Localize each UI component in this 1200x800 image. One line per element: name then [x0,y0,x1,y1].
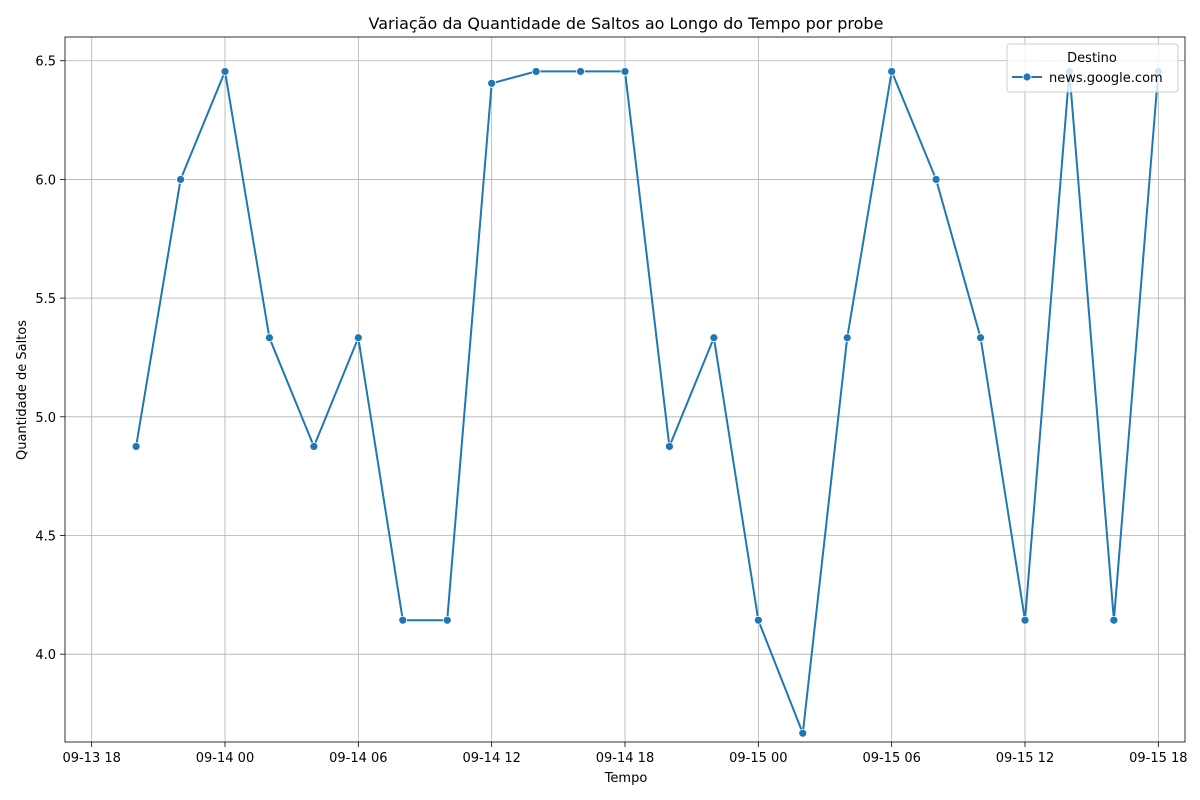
data-point [576,67,585,76]
data-point [220,67,230,76]
series-layer [131,67,1163,738]
data-point [176,175,185,184]
legend-series-label: news.google.com [1049,71,1163,86]
legend-swatch-marker [1022,72,1032,82]
data-point [265,333,274,343]
y-tick-label: 4.0 [35,648,56,663]
y-tick-label: 5.5 [35,292,56,307]
data-point [1020,615,1030,625]
data-point [665,442,674,451]
data-point [442,615,452,625]
series-line [135,67,1160,734]
legend: Destino news.google.com [1006,43,1179,93]
y-axis-ticks: 4.0 4.5 5.0 5.5 6.0 6.5 [35,55,65,663]
x-tick-label: 09-14 00 [196,751,254,766]
x-tick-label: 09-14 06 [329,751,387,766]
y-tick-label: 6.0 [35,173,56,188]
data-point [309,442,319,451]
x-tick-label: 09-15 18 [1129,751,1187,766]
data-point [842,333,852,343]
data-point [398,615,408,625]
data-point [976,333,985,343]
chart-title: Variação da Quantidade de Saltos ao Long… [369,14,884,33]
data-point [753,615,763,625]
x-axis-ticks: 09-13 18 09-14 00 09-14 06 09-14 12 09-14 18… [62,742,1188,766]
x-axis-label: Tempo [604,771,648,786]
x-tick-label: 09-14 18 [596,751,654,766]
data-point [620,67,630,76]
y-tick-label: 5.0 [35,411,56,426]
x-tick-label: 09-15 00 [729,751,787,766]
data-point [887,67,897,76]
data-point [487,78,497,88]
data-point [798,728,808,738]
y-axis-label: Quantidade de Saltos [15,320,30,460]
y-tick-label: 6.5 [35,55,56,70]
data-point [931,175,941,184]
grid [65,37,1185,742]
x-tick-label: 09-13 18 [62,751,120,766]
data-point [1109,615,1119,625]
x-tick-label: 09-15 12 [996,751,1054,766]
legend-box [1006,43,1179,93]
data-point [709,333,719,343]
data-point [531,67,541,76]
x-tick-label: 09-15 06 [862,751,920,766]
data-point [353,333,363,343]
x-tick-label: 09-14 12 [462,751,520,766]
y-tick-label: 4.5 [35,529,56,544]
legend-title: Destino [1067,51,1117,66]
data-point [131,442,141,451]
